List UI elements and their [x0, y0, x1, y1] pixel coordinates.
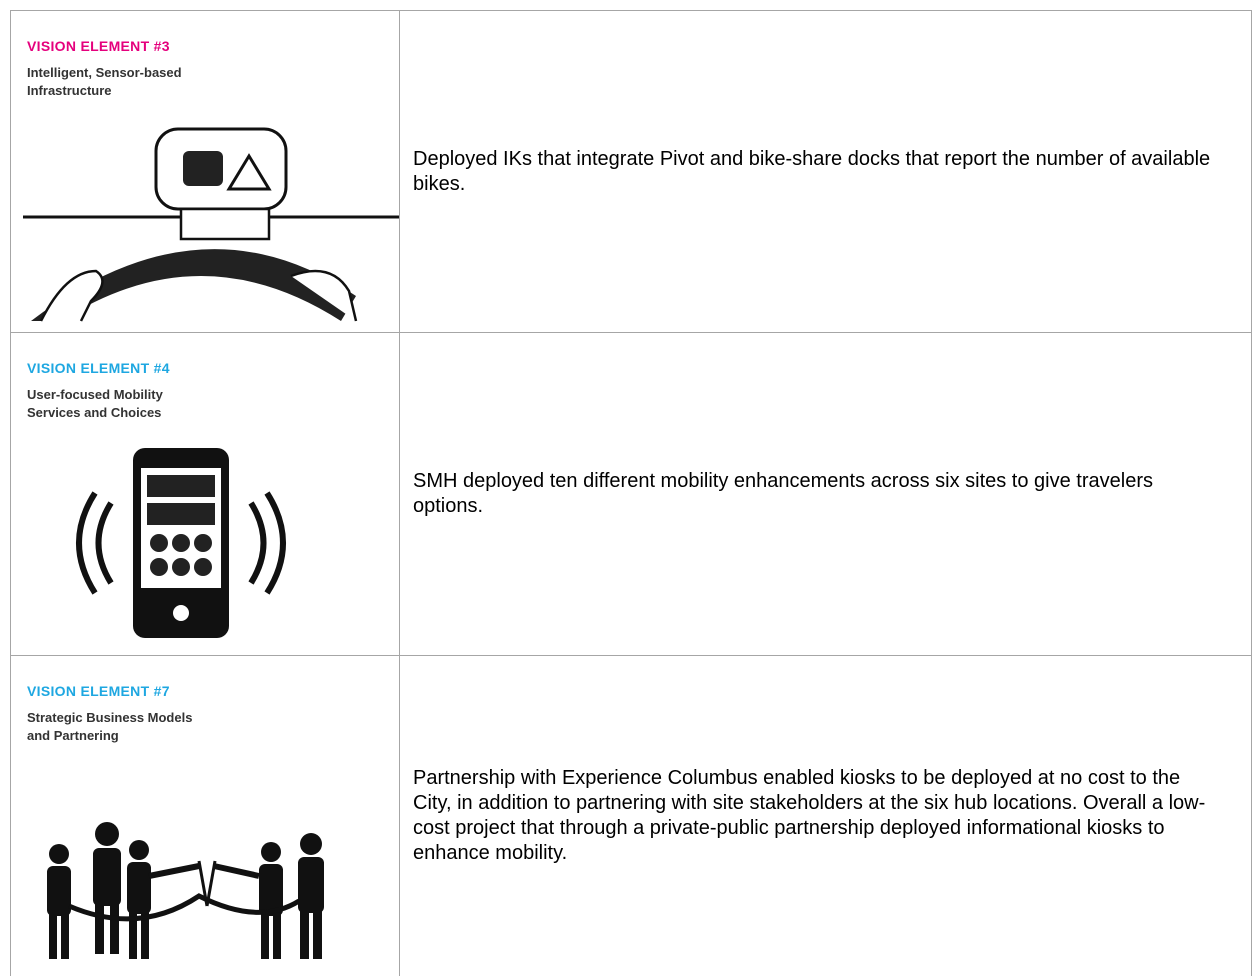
- vision-label: VISION ELEMENT #7: [27, 683, 170, 699]
- description: SMH deployed ten different mobility enha…: [413, 470, 1153, 517]
- vision-cell: VISION ELEMENT #7 Strategic Business Mod…: [11, 656, 400, 976]
- vision-title: User-focused Mobility Services and Choic…: [27, 387, 163, 420]
- table: VISION ELEMENT #3 Intelligent, Sensor-ba…: [10, 10, 1252, 976]
- dashboard-illustration: [23, 127, 399, 322]
- description-cell: SMH deployed ten different mobility enha…: [400, 333, 1251, 655]
- vision-label: VISION ELEMENT #3: [27, 38, 170, 54]
- table-row: VISION ELEMENT #7 Strategic Business Mod…: [11, 656, 1251, 976]
- description: Partnership with Experience Columbus ena…: [413, 767, 1206, 864]
- vision-label: VISION ELEMENT #4: [27, 360, 170, 376]
- vision-cell: VISION ELEMENT #4 User-focused Mobility …: [11, 333, 400, 655]
- partners-illustration: [47, 822, 324, 959]
- description: Deployed IKs that integrate Pivot and bi…: [413, 147, 1211, 195]
- table-row: VISION ELEMENT #3 Intelligent, Sensor-ba…: [11, 11, 1251, 333]
- vision-title: Intelligent, Sensor-based Infrastructure: [27, 65, 182, 98]
- description-cell: Deployed IKs that integrate Pivot and bi…: [400, 11, 1251, 332]
- phone-illustration: [76, 448, 286, 638]
- description-cell: Partnership with Experience Columbus ena…: [400, 656, 1251, 976]
- vision-cell: VISION ELEMENT #3 Intelligent, Sensor-ba…: [11, 11, 400, 332]
- vision-title: Strategic Business Models and Partnering: [27, 710, 193, 743]
- table-row: VISION ELEMENT #4 User-focused Mobility …: [11, 333, 1251, 656]
